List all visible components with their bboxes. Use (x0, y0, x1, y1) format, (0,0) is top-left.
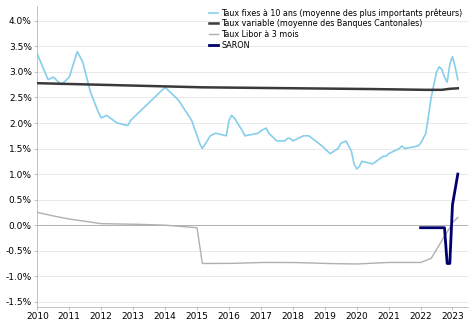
Taux fixes à 10 ans (moyenne des plus importants prêteurs) (455, 77, 461, 81)
Taux Libor à 3 mois (152, 223, 157, 227)
Taux fixes à 10 ans (moyenne des plus importants prêteurs) (173, 95, 179, 99)
Taux variable (moyenne des Banques Cantonales) (303, 86, 309, 90)
Taux variable (moyenne des Banques Cantonales) (170, 85, 176, 89)
Taux variable (moyenne des Banques Cantonales) (340, 87, 346, 91)
Line: Taux Libor à 3 mois: Taux Libor à 3 mois (37, 213, 458, 264)
Taux fixes à 10 ans (moyenne des plus importants prêteurs) (343, 139, 349, 143)
Taux fixes à 10 ans (moyenne des plus importants prêteurs) (154, 93, 160, 97)
Line: Taux fixes à 10 ans (moyenne des plus importants prêteurs): Taux fixes à 10 ans (moyenne des plus im… (37, 52, 458, 169)
Taux Libor à 3 mois (354, 262, 359, 266)
Taux Libor à 3 mois (340, 262, 346, 266)
Taux Libor à 3 mois (303, 261, 309, 265)
Taux Libor à 3 mois (455, 215, 461, 219)
Taux Libor à 3 mois (35, 211, 40, 215)
Taux Libor à 3 mois (202, 262, 208, 266)
Taux fixes à 10 ans (moyenne des plus importants prêteurs) (74, 50, 80, 54)
Taux Libor à 3 mois (391, 261, 397, 265)
Taux fixes à 10 ans (moyenne des plus importants prêteurs) (354, 167, 359, 171)
Taux fixes à 10 ans (moyenne des plus importants prêteurs) (35, 52, 40, 56)
Taux fixes à 10 ans (moyenne des plus importants prêteurs) (205, 138, 210, 142)
Taux variable (moyenne des Banques Cantonales) (418, 88, 423, 92)
SARON (455, 172, 461, 176)
Taux fixes à 10 ans (moyenne des plus importants prêteurs) (394, 148, 400, 152)
Legend: Taux fixes à 10 ans (moyenne des plus importants prêteurs), Taux variable (moyen: Taux fixes à 10 ans (moyenne des plus im… (207, 7, 465, 51)
Line: Taux variable (moyenne des Banques Cantonales): Taux variable (moyenne des Banques Canto… (37, 83, 458, 90)
Taux Libor à 3 mois (170, 224, 176, 228)
Taux variable (moyenne des Banques Cantonales) (388, 87, 394, 91)
Taux variable (moyenne des Banques Cantonales) (202, 85, 208, 89)
Taux variable (moyenne des Banques Cantonales) (455, 86, 461, 90)
Line: SARON: SARON (420, 174, 458, 264)
Taux variable (moyenne des Banques Cantonales) (35, 81, 40, 85)
Taux variable (moyenne des Banques Cantonales) (152, 84, 157, 88)
Taux fixes à 10 ans (moyenne des plus importants prêteurs) (306, 134, 311, 138)
